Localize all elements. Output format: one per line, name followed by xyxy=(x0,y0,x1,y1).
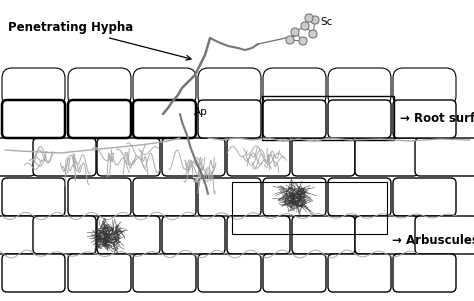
FancyBboxPatch shape xyxy=(0,138,35,176)
FancyBboxPatch shape xyxy=(263,100,326,138)
FancyBboxPatch shape xyxy=(68,178,131,216)
FancyBboxPatch shape xyxy=(393,100,456,138)
FancyBboxPatch shape xyxy=(291,28,299,36)
Text: Sc: Sc xyxy=(320,17,332,27)
Text: → Root surface: → Root surface xyxy=(400,111,474,125)
FancyBboxPatch shape xyxy=(328,254,391,292)
FancyBboxPatch shape xyxy=(133,254,196,292)
FancyBboxPatch shape xyxy=(286,36,294,44)
FancyBboxPatch shape xyxy=(328,100,391,138)
FancyBboxPatch shape xyxy=(263,178,326,216)
FancyBboxPatch shape xyxy=(305,14,313,22)
Text: Ap: Ap xyxy=(194,107,208,117)
FancyBboxPatch shape xyxy=(198,178,261,216)
Text: → Arbuscules: → Arbuscules xyxy=(392,234,474,247)
FancyBboxPatch shape xyxy=(393,178,456,216)
FancyBboxPatch shape xyxy=(68,68,131,106)
FancyBboxPatch shape xyxy=(68,100,131,138)
FancyBboxPatch shape xyxy=(97,216,160,254)
FancyBboxPatch shape xyxy=(2,178,65,216)
FancyBboxPatch shape xyxy=(263,68,326,106)
FancyBboxPatch shape xyxy=(2,68,65,106)
FancyBboxPatch shape xyxy=(292,138,355,176)
FancyBboxPatch shape xyxy=(33,138,96,176)
FancyBboxPatch shape xyxy=(198,68,261,106)
FancyBboxPatch shape xyxy=(415,216,474,254)
FancyBboxPatch shape xyxy=(355,216,418,254)
FancyBboxPatch shape xyxy=(263,254,326,292)
FancyBboxPatch shape xyxy=(198,100,261,138)
FancyBboxPatch shape xyxy=(393,68,456,106)
FancyBboxPatch shape xyxy=(299,37,307,45)
FancyBboxPatch shape xyxy=(133,178,196,216)
FancyBboxPatch shape xyxy=(292,216,355,254)
FancyBboxPatch shape xyxy=(301,22,309,30)
FancyBboxPatch shape xyxy=(0,216,35,254)
FancyBboxPatch shape xyxy=(162,216,225,254)
FancyBboxPatch shape xyxy=(162,138,225,176)
FancyBboxPatch shape xyxy=(133,100,196,138)
Text: Penetrating Hypha: Penetrating Hypha xyxy=(8,21,191,60)
FancyBboxPatch shape xyxy=(198,254,261,292)
FancyBboxPatch shape xyxy=(68,254,131,292)
FancyBboxPatch shape xyxy=(2,100,65,138)
FancyBboxPatch shape xyxy=(355,138,418,176)
FancyBboxPatch shape xyxy=(328,178,391,216)
FancyBboxPatch shape xyxy=(309,30,317,38)
FancyBboxPatch shape xyxy=(133,68,196,106)
FancyBboxPatch shape xyxy=(227,138,290,176)
FancyBboxPatch shape xyxy=(2,254,65,292)
FancyBboxPatch shape xyxy=(97,138,160,176)
FancyBboxPatch shape xyxy=(227,216,290,254)
FancyBboxPatch shape xyxy=(393,254,456,292)
FancyBboxPatch shape xyxy=(311,16,319,24)
FancyBboxPatch shape xyxy=(328,68,391,106)
FancyBboxPatch shape xyxy=(415,138,474,176)
FancyBboxPatch shape xyxy=(33,216,96,254)
